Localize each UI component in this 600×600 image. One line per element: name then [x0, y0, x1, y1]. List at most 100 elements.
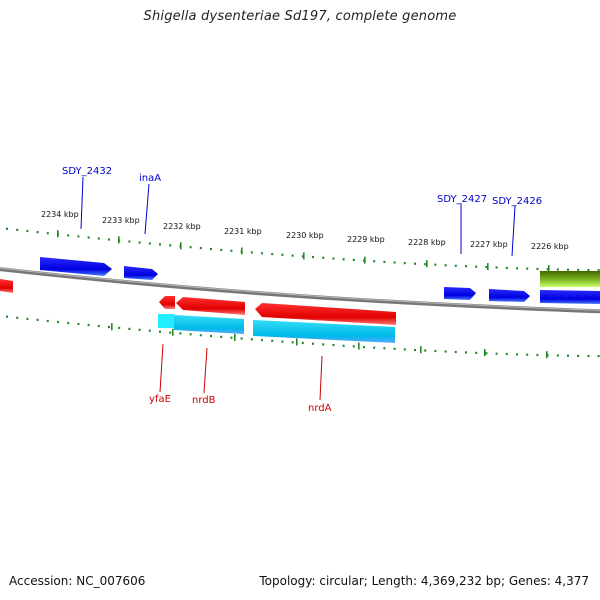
ruler-dot: [271, 253, 274, 256]
ruler-major-tick: [420, 346, 422, 354]
genome-backbone: [0, 267, 600, 314]
ruler-dot: [57, 320, 59, 324]
ruler-major-tick: [546, 351, 548, 359]
gene-label-yfae[interactable]: yfaE: [149, 394, 171, 405]
ruler-dot: [312, 256, 314, 259]
ruler-dot: [148, 329, 151, 332]
ruler-dot: [475, 265, 478, 268]
ruler-dot: [505, 352, 508, 356]
feature-cyan-nrda[interactable]: [253, 320, 395, 343]
ruler-dot: [6, 227, 8, 230]
ruler-label: 2233 kbp: [102, 216, 140, 225]
ruler-dot: [220, 335, 223, 338]
ruler-major-tick: [180, 242, 182, 250]
gene-arrow-right[interactable]: [540, 290, 600, 304]
ruler-dot: [393, 261, 396, 264]
ruler-dot: [36, 231, 39, 234]
ruler-dot: [495, 352, 498, 355]
ruler-dot: [291, 341, 294, 344]
ruler-major-tick: [358, 342, 360, 350]
genome-title: Shigella dysenteriae Sd197, complete gen…: [143, 9, 457, 24]
gene-arrow-sdy2432[interactable]: [40, 257, 112, 276]
ruler-dot: [597, 355, 600, 358]
ruler-dot: [199, 334, 202, 337]
ruler-dot: [230, 336, 233, 339]
ruler-major-tick: [303, 252, 305, 260]
ruler-dot: [159, 243, 161, 246]
ruler-dot: [322, 343, 325, 346]
ruler-dot: [352, 345, 355, 348]
reverse-gene-labels: yfaE nrdB nrdA: [149, 343, 332, 414]
ruler-label: 2230 kbp: [286, 231, 324, 240]
ruler-dot: [342, 258, 345, 261]
ruler-dot: [526, 353, 529, 356]
ruler-dot: [6, 315, 8, 318]
ruler-label: 2228 kbp: [408, 238, 446, 247]
ruler-label: 2227 kbp: [470, 240, 508, 249]
ruler-dot: [87, 323, 90, 327]
gene-arrow-left-edge[interactable]: [0, 279, 13, 293]
ruler-labels: 2234 kbp 2233 kbp 2232 kbp 2231 kbp 2230…: [41, 210, 569, 251]
label-leader: [80, 176, 84, 230]
ruler-dot: [465, 265, 467, 268]
gene-arrow-sdy2427[interactable]: [444, 287, 476, 300]
gene-arrow-nrdb[interactable]: [176, 297, 245, 315]
ruler-dot: [128, 240, 131, 243]
ruler-major-tick: [234, 333, 236, 341]
ruler-dot: [87, 236, 90, 239]
feature-green-block[interactable]: [540, 271, 600, 287]
ruler-dot: [189, 246, 192, 249]
gene-label-nrdb[interactable]: nrdB: [192, 395, 216, 406]
ruler-dot: [169, 244, 172, 247]
gene-label-inaa[interactable]: inaA: [139, 173, 161, 184]
ruler-dot: [526, 267, 529, 270]
gene-arrow-yfae[interactable]: [159, 296, 175, 309]
gene-label-sdy2426[interactable]: SDY_2426: [492, 196, 542, 207]
ruler-dot: [128, 327, 131, 330]
ruler-dot: [26, 229, 29, 233]
ruler-dot: [342, 344, 345, 347]
gene-label-sdy2427[interactable]: SDY_2427: [437, 194, 487, 205]
ruler-dot: [138, 328, 141, 331]
ruler-dot: [291, 254, 294, 257]
ruler-dot: [597, 269, 600, 272]
gene-arrow-nrda[interactable]: [255, 303, 396, 325]
label-leader: [511, 205, 516, 257]
ruler-dot: [77, 235, 80, 238]
ruler-dot: [16, 316, 19, 319]
ruler-dot: [230, 249, 233, 252]
ruler-dot: [434, 263, 437, 266]
ruler-dot: [250, 338, 253, 341]
ruler-dot: [444, 264, 447, 267]
label-leader: [203, 347, 208, 394]
ruler-dot: [383, 347, 386, 350]
ruler-dot: [332, 257, 335, 260]
ruler-dot: [414, 348, 416, 352]
ruler-dot: [220, 248, 223, 251]
ruler-dot: [67, 321, 70, 325]
ruler-dot: [108, 238, 110, 241]
ruler-dot: [261, 252, 263, 255]
gene-label-nrda[interactable]: nrdA: [308, 403, 332, 414]
feature-cyan-nrdb[interactable]: [174, 315, 244, 334]
ruler-dot: [373, 260, 376, 263]
ruler-dot: [189, 333, 192, 336]
gene-arrow-inaa[interactable]: [124, 266, 158, 280]
ruler-dot: [485, 266, 488, 269]
ruler-dot: [301, 255, 304, 258]
ruler-dot: [505, 266, 508, 269]
ruler-dot: [240, 337, 243, 340]
reverse-strand-genes: [158, 296, 396, 343]
ruler-dot: [454, 264, 457, 267]
ruler-dot: [373, 346, 376, 349]
feature-cyan-yfae[interactable]: [158, 314, 174, 328]
ruler-dot: [424, 349, 427, 352]
ruler-dot: [444, 350, 447, 353]
ruler-dot: [516, 267, 518, 270]
gene-label-sdy2432[interactable]: SDY_2432: [62, 166, 112, 177]
ruler-dot: [261, 339, 263, 342]
gene-arrow-sdy2426[interactable]: [489, 289, 530, 302]
ruler-major-tick: [57, 230, 59, 238]
